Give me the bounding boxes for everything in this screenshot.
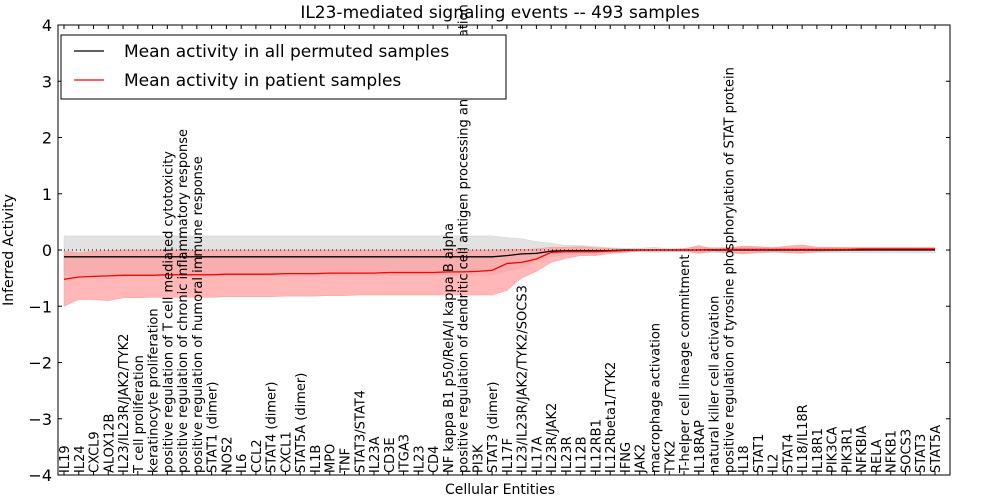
y-tick-label: 2	[42, 129, 52, 148]
x-tick-label: STAT1 (dimer)	[206, 382, 221, 473]
x-tick-label: STAT5A	[929, 425, 944, 473]
x-tick-label: macrophage activation	[649, 323, 664, 473]
x-tick-label: IL23/IL23R/JAK2/TYK2	[117, 334, 132, 473]
x-tick-label: positive regulation of humoral immune re…	[191, 156, 206, 473]
y-ticks: −4 −3 −2 −1 0 1 2 3 4	[28, 16, 950, 485]
y-tick-label: −4	[28, 466, 52, 485]
x-tick-label: STAT3 (dimer)	[486, 382, 501, 473]
y-tick-label: 0	[42, 241, 52, 260]
x-tick-label: IL23/IL23R/JAK2/TYK2/SOCS3	[516, 285, 531, 473]
x-tick-label: PIK3CA	[826, 426, 841, 473]
x-tick-label: T cell proliferation	[132, 355, 147, 474]
x-tick-label: TYK2	[663, 440, 678, 474]
legend: Mean activity in all permuted samples Me…	[60, 34, 507, 100]
x-tick-label: NFKB1	[885, 430, 900, 473]
x-tick-label: PI3K	[471, 444, 486, 473]
x-tick-label: IL18RAP	[693, 420, 708, 473]
y-tick-label: −3	[28, 410, 52, 429]
x-tick-labels: IL19 IL24 CXCL9 ALOX12B IL23/IL23R/JAK2/TYK2…	[58, 4, 944, 474]
x-tick-label: IL23	[412, 445, 427, 473]
y-tick-label: 1	[42, 185, 52, 204]
x-tick-label: IL12Rbeta1/TYK2	[604, 362, 619, 473]
chart-title: IL23-mediated signaling events -- 493 sa…	[300, 3, 700, 23]
series-lines	[63, 248, 935, 280]
x-tick-label: CD4	[427, 446, 442, 473]
x-tick-label: natural killer cell activation	[708, 296, 723, 473]
x-tick-label: IFNG	[619, 442, 634, 473]
x-tick-label: MPO	[324, 444, 339, 473]
x-tick-label: IL23R/JAK2	[545, 403, 560, 473]
x-tick-label: PIK3R1	[840, 427, 855, 473]
x-tick-label: STAT4	[781, 434, 796, 473]
x-tick-label: STAT3/STAT4	[353, 390, 368, 473]
x-tick-label: IL18R1	[811, 428, 826, 473]
x-tick-label: JAK2	[634, 444, 649, 474]
x-tick-label: IL18/IL18R	[796, 404, 811, 473]
legend-label-permuted: Mean activity in all permuted samples	[124, 42, 449, 62]
x-tick-label: IL23R	[560, 436, 575, 473]
x-tick-label: IL12B	[575, 436, 590, 473]
y-tick-label: 3	[42, 72, 52, 91]
plot-frame	[57, 24, 951, 476]
x-tick-label: keratinocyte proliferation	[147, 308, 162, 473]
x-tick-label: positive regulation of chronic inflammat…	[176, 129, 191, 473]
x-axis-label: Cellular Entities	[445, 482, 555, 498]
x-tick-label: CCL2	[250, 439, 265, 473]
x-tick-label: STAT4 (dimer)	[265, 382, 280, 473]
x-tick-label: RELA	[870, 439, 885, 473]
x-tick-label: STAT3	[914, 434, 929, 473]
x-tick-label: NOS2	[220, 437, 235, 473]
x-tick-label: IL18	[737, 445, 752, 473]
y-tick-label: −1	[28, 297, 52, 316]
x-tick-label: NF kappa B1 p50/RelA/I kappa B alpha	[442, 223, 457, 473]
line-patient	[63, 248, 935, 280]
x-tick-label: IL17A	[530, 436, 545, 473]
x-tick-label: CXCL1	[279, 431, 294, 473]
x-tick-label: IL6	[235, 454, 250, 473]
x-tick-label: IL1B	[309, 445, 324, 473]
x-tick-label: IL23A	[368, 436, 383, 473]
x-tick-label: CXCL9	[88, 431, 103, 473]
y-axis-label: Inferred Activity	[1, 194, 17, 306]
x-tick-label: IL2	[767, 454, 782, 473]
x-tick-label: IL12RB1	[590, 419, 605, 473]
x-tick-label: STAT1	[752, 434, 767, 473]
x-tick-label: positive regulation of dendritic cell an…	[457, 4, 472, 473]
x-tick-label: positive regulation of tyrosine phosphor…	[722, 67, 737, 473]
x-tick-label: ITGA3	[398, 434, 413, 473]
x-tick-label: IL24	[73, 445, 88, 473]
x-tick-label: TNF	[339, 448, 354, 474]
x-ticks	[63, 25, 936, 475]
legend-box	[60, 34, 507, 100]
x-tick-label: STAT5A (dimer)	[294, 373, 309, 473]
x-tick-label: IL17F	[501, 438, 516, 473]
y-tick-label: −2	[28, 354, 52, 373]
x-tick-label: positive regulation of T cell mediated c…	[161, 151, 176, 473]
x-tick-label: IL19	[58, 445, 73, 473]
x-tick-label: CD3E	[383, 437, 398, 473]
x-tick-label: NFKBIA	[855, 426, 870, 473]
y-tick-label: 4	[42, 16, 52, 35]
x-tick-label: ALOX12B	[102, 414, 117, 473]
legend-label-patient: Mean activity in patient samples	[124, 71, 401, 91]
x-tick-label: T-helper cell lineage commitment	[678, 255, 693, 474]
x-tick-label: SOCS3	[900, 429, 915, 473]
